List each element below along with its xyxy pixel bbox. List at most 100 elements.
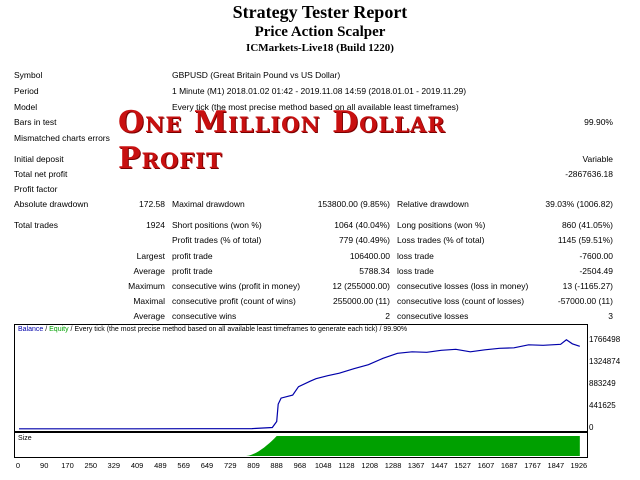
model-value: Every tick (the most precise method base… xyxy=(172,102,459,112)
profit-factor-label: Profit factor xyxy=(14,184,58,194)
size-chart: Size xyxy=(14,432,588,458)
maximal-cons-loss-label: consecutive loss (count of losses) xyxy=(397,296,525,306)
long-positions-value: 860 (41.05%) xyxy=(561,220,613,230)
x-tick-label: 1128 xyxy=(338,461,355,470)
x-tick-label: 809 xyxy=(247,461,260,470)
x-tick-label: 888 xyxy=(270,461,283,470)
mismatch-label: Mismatched charts errors xyxy=(14,133,110,143)
max-drawdown-value: 153800.00 (9.85%) xyxy=(317,199,390,209)
net-profit-value: -2867636.18 xyxy=(565,169,613,179)
maximal-cons-profit-value: 255000.00 (11) xyxy=(332,296,390,306)
chart-legend: Balance / Equity / Every tick (the most … xyxy=(18,326,407,333)
legend-rest: / Every tick (the most precise method ba… xyxy=(68,326,408,333)
x-tick-label: 170 xyxy=(61,461,74,470)
overlay-headline: One Million Dollar xyxy=(118,105,446,140)
period-label: Period xyxy=(14,86,39,96)
max-cons-wins-value: 12 (255000.00) xyxy=(332,281,390,291)
max-cons-losses-label: consecutive losses (loss in money) xyxy=(397,281,529,291)
max-drawdown-label: Maximal drawdown xyxy=(172,199,245,209)
x-tick-label: 250 xyxy=(84,461,98,470)
bars-label: Bars in test xyxy=(14,117,57,127)
symbol-value: GBPUSD (Great Britain Pound vs US Dollar… xyxy=(172,70,341,80)
x-tick-label: 489 xyxy=(154,461,167,470)
rel-drawdown-label: Relative drawdown xyxy=(397,199,469,209)
largest-loss-label: loss trade xyxy=(397,251,434,261)
balance-line xyxy=(19,339,580,430)
x-tick-label: 1288 xyxy=(384,461,402,470)
rel-drawdown-value: 39.03% (1006.82) xyxy=(545,199,613,209)
abs-drawdown-label: Absolute drawdown xyxy=(14,199,89,209)
maximal-cons-loss-value: -57000.00 (11) xyxy=(557,296,613,306)
avg-cons-wins-value: 2 xyxy=(385,311,390,321)
period-value: 1 Minute (M1) 2018.01.02 01:42 - 2019.11… xyxy=(172,86,467,96)
x-tick-label: 1847 xyxy=(547,461,565,470)
maximum-label: Maximum xyxy=(128,281,165,291)
legend-equity: Equity xyxy=(49,326,69,333)
x-tick-label: 1607 xyxy=(477,461,495,470)
x-tick-label: 649 xyxy=(200,461,214,470)
avg-cons-losses-value: 3 xyxy=(608,311,613,321)
max-cons-wins-label: consecutive wins (profit in money) xyxy=(172,281,301,291)
initial-deposit-label: Initial deposit xyxy=(14,154,64,164)
y-tick-label: 883249 xyxy=(589,379,616,388)
x-tick-label: 90 xyxy=(40,461,49,470)
legend-sep: / xyxy=(43,326,50,333)
volume-area xyxy=(19,436,580,456)
x-tick-label: 1767 xyxy=(524,461,541,470)
ea-name: Price Action Scalper xyxy=(254,24,386,40)
x-tick-label: 968 xyxy=(293,461,307,470)
x-tick-label: 729 xyxy=(224,461,237,470)
loss-trades-value: 1145 (59.51%) xyxy=(557,235,613,245)
short-positions-value: 1064 (40.04%) xyxy=(334,220,390,230)
maximal-cons-profit-label: consecutive profit (count of wins) xyxy=(172,296,296,306)
abs-drawdown-value: 172.58 xyxy=(139,199,165,209)
total-trades-value: 1924 xyxy=(146,220,165,230)
largest-profit-label: profit trade xyxy=(172,251,213,261)
x-tick-label: 409 xyxy=(130,461,144,470)
avg-cons-losses-label: consecutive losses xyxy=(397,311,469,321)
model-label: Model xyxy=(14,102,38,112)
profit-trades-label: Profit trades (% of total) xyxy=(172,235,262,245)
x-tick-label: 1527 xyxy=(454,461,471,470)
legend-balance: Balance xyxy=(18,326,44,333)
y-tick-label: 441625 xyxy=(589,400,616,410)
quality-value: 99.90% xyxy=(584,117,613,127)
average-loss-value: -2504.49 xyxy=(579,266,613,276)
server-build: ICMarkets-Live18 (Build 1220) xyxy=(246,42,394,54)
x-tick-label: 0 xyxy=(15,461,21,470)
balance-chart: Balance / Equity / Every tick (the most … xyxy=(14,324,588,432)
symbol-label: Symbol xyxy=(14,70,43,80)
y-tick-label: 1766498 xyxy=(589,335,621,344)
x-tick-label: 1048 xyxy=(314,461,332,470)
maximal-label: Maximal xyxy=(133,296,165,306)
largest-profit-value: 106400.00 xyxy=(349,251,390,261)
x-tick-label: 1447 xyxy=(431,461,448,470)
initial-deposit-value: Variable xyxy=(582,154,613,164)
average-loss-label: loss trade xyxy=(397,266,434,276)
loss-trades-label: Loss trades (% of total) xyxy=(397,235,485,245)
average-profit-value: 5788.34 xyxy=(359,266,390,276)
x-tick-label: 1926 xyxy=(570,461,588,470)
avg-cons-wins-label: consecutive wins xyxy=(172,311,237,321)
overlay-subline: Profit xyxy=(118,141,223,176)
x-tick-label: 1367 xyxy=(407,461,425,470)
x-tick-label: 1687 xyxy=(500,461,518,470)
x-tick-label: 569 xyxy=(177,461,190,470)
short-positions-label: Short positions (won %) xyxy=(172,220,262,230)
profit-trades-value: 779 (40.49%) xyxy=(338,235,390,245)
x-tick-label: 329 xyxy=(107,461,121,470)
total-trades-label: Total trades xyxy=(14,220,58,230)
average-profit-label: profit trade xyxy=(172,266,213,276)
size-plot xyxy=(19,436,580,456)
size-label: Size xyxy=(18,435,32,442)
long-positions-label: Long positions (won %) xyxy=(397,220,486,230)
report-title: Strategy Tester Report xyxy=(232,2,408,22)
max-cons-losses-value: 13 (-1165.27) xyxy=(562,281,613,291)
average-label: Average xyxy=(133,266,165,276)
balance-plot xyxy=(19,339,580,430)
largest-loss-value: -7600.00 xyxy=(579,251,613,261)
y-tick-label: 0 xyxy=(589,423,594,432)
x-tick-label: 1208 xyxy=(361,461,379,470)
net-profit-label: Total net profit xyxy=(14,169,68,179)
y-tick-label: 1324874 xyxy=(589,356,621,366)
